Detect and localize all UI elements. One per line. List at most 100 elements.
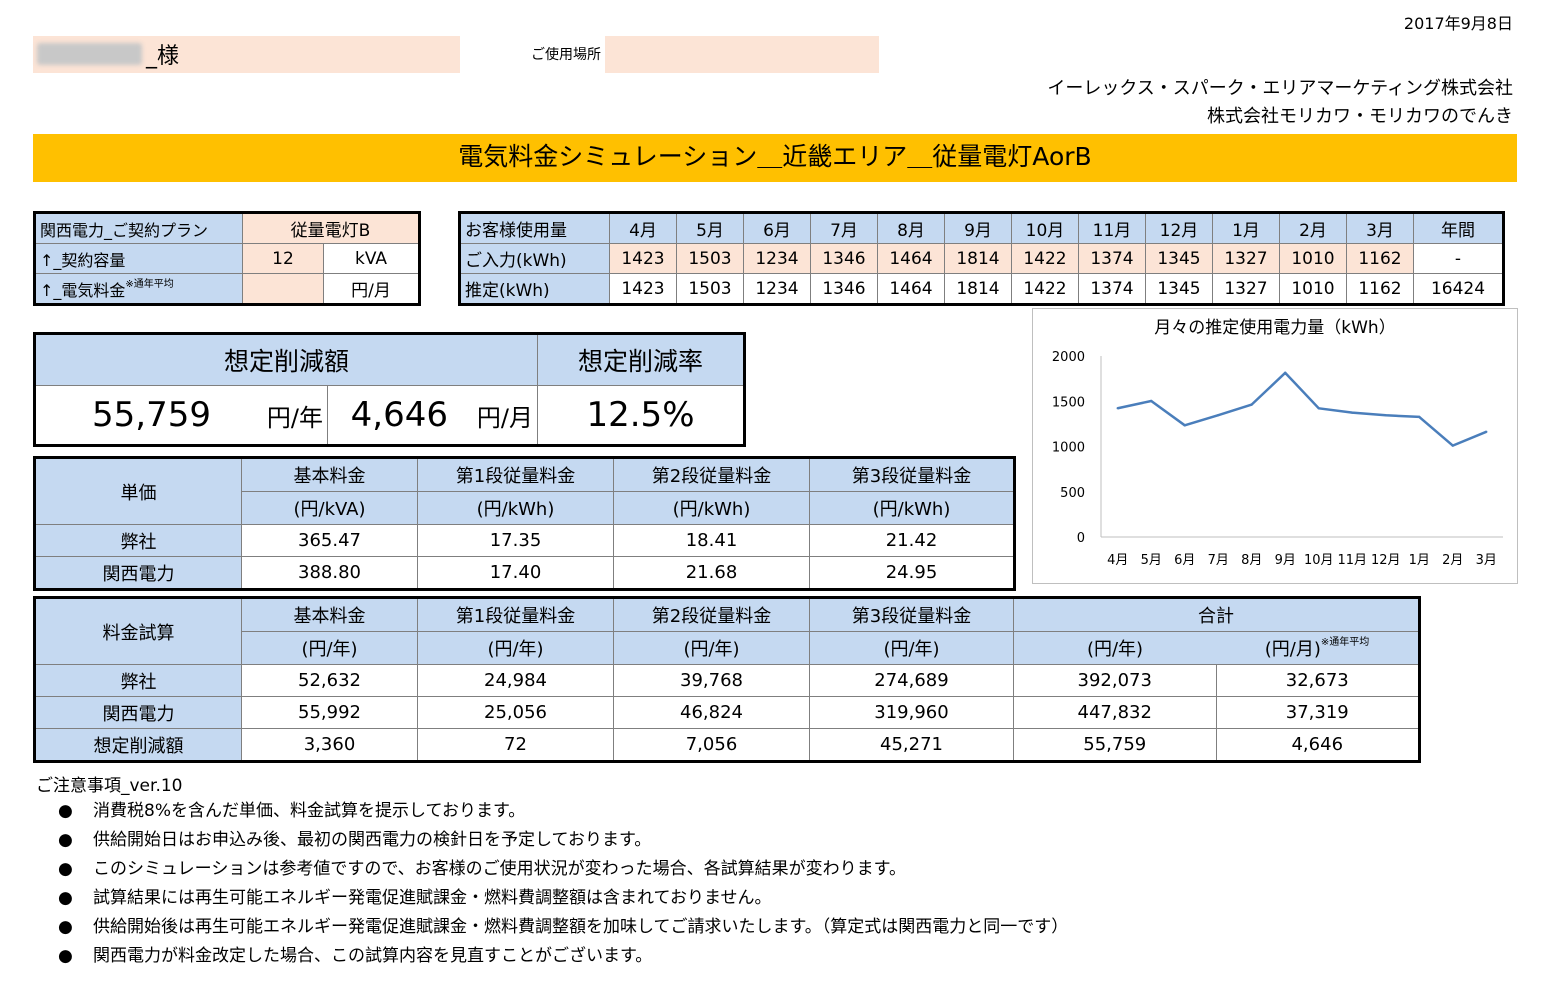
savings-monthly-value: 4,646 [327,385,448,446]
capacity-unit: kVA [323,243,420,274]
series-line [1117,371,1487,447]
month-header: 6月 [743,212,811,244]
capacity-value: 12 [242,243,324,274]
y-tick-label: 2000 [1052,350,1085,365]
input-usage-cell[interactable]: 1162 [1346,243,1414,274]
fee-calculation-table: 料金試算 基本料金 第1段従量料金 第2段従量料金 第3段従量料金 合計 (円/… [33,596,1421,763]
unit-col-name: 第1段従量料金 [417,457,614,492]
cell: 274,689 [809,664,1014,697]
total-unit-month: (円/月)※通年平均 [1216,631,1420,665]
note-text: 関西電力が料金改定した場合、この試算内容を見直すことがございます。 [93,946,653,966]
annual-header: 年間 [1413,212,1504,244]
annual-average-note: ※通年平均 [125,278,174,290]
estimated-usage-cell: 1422 [1011,273,1079,305]
month-header: 4月 [609,212,677,244]
calc-col-name: 第1段従量料金 [417,597,614,632]
x-tick-label: 5月 [1141,553,1162,568]
input-usage-cell[interactable]: 1374 [1078,243,1146,274]
x-tick-label: 2月 [1442,553,1463,568]
note-item: ● このシミュレーションは参考値ですので、お客様のご使用状況が変わった場合、各試算… [58,854,906,879]
cell: 447,832 [1013,696,1217,729]
savings-rate-value: 12.5% [537,385,745,446]
x-tick-label: 11月 [1337,553,1367,568]
input-usage-cell[interactable]: 1010 [1279,243,1347,274]
month-header: 1月 [1212,212,1280,244]
y-tick-label: 1000 [1052,441,1085,456]
calc-col-unit: (円/年) [241,631,418,665]
annual-average-note: ※通年平均 [1320,637,1370,648]
unit-price-corner: 単価 [34,457,242,525]
input-usage-cell[interactable]: 1503 [676,243,744,274]
estimated-usage-cell: 1464 [877,273,945,305]
note-text: 供給開始日はお申込み後、最初の関西電力の検針日を予定しております。 [93,830,652,850]
month-header: 7月 [810,212,878,244]
x-tick-label: 8月 [1241,553,1262,568]
bullet-icon: ● [58,946,73,966]
note-text: 消費税8%を含んだ単価、料金試算を提示しております。 [93,801,526,821]
page-title: 電気料金シミュレーション＿近畿エリア＿従量電灯AorB [33,134,1517,182]
customer-name-redacted [37,43,142,65]
table-row: 関西電力 388.80 17.40 21.68 24.95 [34,556,1015,590]
data-point [1351,411,1354,414]
data-point [1250,403,1253,406]
bullet-icon: ● [58,917,73,937]
chart-title: 月々の推定使用電力量（kWh） [1154,317,1395,338]
bill-value-field [242,273,324,305]
unit-price-table: 単価 基本料金 第1段従量料金 第2段従量料金 第3段従量料金 (円/kVA) … [33,456,1016,591]
note-item: ● 試算結果には再生可能エネルギー発電促進賦課金・燃料費調整額は含まれておりません… [58,883,771,908]
savings-yearly-unit: 円/年 [211,385,328,446]
month-header: 8月 [877,212,945,244]
data-point [1317,407,1320,410]
month-header: 3月 [1346,212,1414,244]
month-header: 9月 [944,212,1012,244]
x-tick-label: 12月 [1371,553,1401,568]
cell: 17.40 [417,556,614,590]
note-item: ● 供給開始日はお申込み後、最初の関西電力の検針日を予定しております。 [58,825,651,850]
cell: 388.80 [241,556,418,590]
cell: 55,759 [1013,728,1217,762]
input-usage-cell[interactable]: 1423 [609,243,677,274]
y-tick-label: 500 [1060,486,1085,501]
month-header: 11月 [1078,212,1146,244]
unit-col-name: 第2段従量料金 [613,457,810,492]
data-point [1217,413,1220,417]
input-usage-cell[interactable]: 1234 [743,243,811,274]
data-point [1485,430,1488,434]
cell: 37,319 [1215,696,1420,729]
input-usage-cell[interactable]: 1327 [1212,243,1280,274]
bullet-icon: ● [58,830,73,850]
y-tick-label: 0 [1077,531,1085,546]
x-tick-label: 4月 [1107,553,1128,568]
estimated-usage-cell: 1327 [1212,273,1280,305]
cell: 24.95 [809,556,1015,590]
x-tick-label: 3月 [1476,553,1497,568]
contract-plan-table: 関西電力_ご契約プラン 従量電灯B ↑_契約容量 12 kVA ↑_電気料金※通… [33,211,421,306]
input-usage-cell[interactable]: 1814 [944,243,1012,274]
calc-col-name: 第3段従量料金 [809,597,1014,632]
estimated-usage-cell: 1162 [1346,273,1414,305]
company-name-2: 株式会社モリカワ・モリカワのでんき [1207,106,1513,127]
usage-table: お客様使用量 4月 5月 6月 7月 8月 9月 10月 11月 12月 1月 2月 3月 年間 ご入力… [458,211,1505,306]
estimated-annual-cell: 16424 [1413,273,1504,305]
row-label: 関西電力 [34,696,242,729]
input-usage-cell[interactable]: 1422 [1011,243,1079,274]
cell: 17.35 [417,524,614,557]
cell: 25,056 [417,696,614,729]
estimated-usage-cell: 1814 [944,273,1012,305]
cell: 45,271 [809,728,1014,762]
company-name-1: イーレックス・スパーク・エリアマーケティング株式会社 [1047,78,1513,99]
plan-value: 従量電灯B [242,212,420,244]
cell: 32,673 [1215,664,1420,697]
monthly-usage-chart: 月々の推定使用電力量（kWh） 0 500 1000 1500 2000 4月 5月 6月 7月 8… [1032,308,1518,584]
bill-unit: 円/月 [323,273,420,305]
calc-col-unit: (円/年) [809,631,1014,665]
input-usage-cell[interactable]: 1345 [1145,243,1213,274]
estimated-usage-cell: 1374 [1078,273,1146,305]
input-usage-cell[interactable]: 1346 [810,243,878,274]
estimated-usage-cell: 1423 [609,273,677,305]
data-point [1418,415,1421,419]
estimated-usage-cell: 1234 [743,273,811,305]
cell: 52,632 [241,664,418,697]
input-usage-cell[interactable]: 1464 [877,243,945,274]
estimated-usage-cell: 1503 [676,273,744,305]
